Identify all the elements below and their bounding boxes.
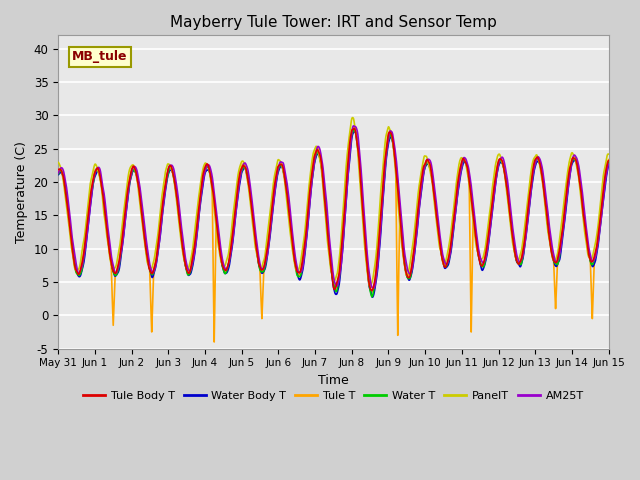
Legend: Tule Body T, Water Body T, Tule T, Water T, PanelT, AM25T: Tule Body T, Water Body T, Tule T, Water… xyxy=(79,387,588,406)
AM25T xyxy=(557,247,564,253)
PanelT xyxy=(54,159,62,165)
PanelT xyxy=(349,115,356,120)
Line: Water T: Water T xyxy=(58,129,609,297)
Line: Tule T: Tule T xyxy=(58,128,609,342)
Water T xyxy=(208,180,216,185)
Water Body T xyxy=(208,179,216,184)
Water T xyxy=(572,157,580,163)
Water T xyxy=(349,128,357,134)
Water T xyxy=(368,294,376,300)
Water Body T xyxy=(362,240,369,246)
Water Body T xyxy=(54,172,62,178)
Water T xyxy=(494,165,502,170)
PanelT xyxy=(362,251,369,257)
Tule T xyxy=(208,180,216,185)
Line: AM25T: AM25T xyxy=(58,126,609,288)
Tule Body T xyxy=(362,244,369,250)
Tule Body T xyxy=(349,127,357,132)
PanelT xyxy=(494,153,502,159)
PanelT xyxy=(572,158,580,164)
Tule Body T xyxy=(350,126,358,132)
PanelT xyxy=(605,151,612,157)
X-axis label: Time: Time xyxy=(318,374,349,387)
Tule T xyxy=(54,168,62,174)
PanelT xyxy=(208,184,216,190)
Tule Body T xyxy=(368,288,376,293)
AM25T xyxy=(370,285,378,291)
AM25T xyxy=(572,154,580,159)
Tule T xyxy=(605,157,612,163)
AM25T xyxy=(605,161,612,167)
Tule Body T xyxy=(605,158,612,164)
Tule Body T xyxy=(494,161,502,167)
AM25T xyxy=(350,123,358,129)
Water Body T xyxy=(349,130,357,136)
Tule T xyxy=(350,125,358,131)
Line: Tule Body T: Tule Body T xyxy=(58,129,609,290)
Water T xyxy=(362,240,369,246)
Tule T xyxy=(494,161,502,167)
PanelT xyxy=(557,229,564,235)
Text: MB_tule: MB_tule xyxy=(72,50,127,63)
Tule Body T xyxy=(572,157,580,163)
AM25T xyxy=(349,123,357,129)
Water Body T xyxy=(557,252,564,258)
Water T xyxy=(351,126,358,132)
Water T xyxy=(557,246,564,252)
Tule T xyxy=(572,156,580,162)
AM25T xyxy=(362,228,369,233)
Tule T xyxy=(557,241,564,247)
Tule Body T xyxy=(208,181,216,187)
Y-axis label: Temperature (C): Temperature (C) xyxy=(15,141,28,243)
Tule Body T xyxy=(54,167,62,172)
Water Body T xyxy=(605,163,612,168)
PanelT xyxy=(349,116,357,121)
Water Body T xyxy=(369,294,376,300)
Tule Body T xyxy=(557,240,564,246)
AM25T xyxy=(54,170,62,176)
Water Body T xyxy=(351,128,359,134)
Tule T xyxy=(362,246,369,252)
Water Body T xyxy=(572,158,580,164)
AM25T xyxy=(208,171,216,177)
AM25T xyxy=(494,166,502,172)
Tule T xyxy=(349,125,357,131)
PanelT xyxy=(366,284,374,289)
Tule T xyxy=(211,339,218,345)
Line: PanelT: PanelT xyxy=(58,118,609,287)
Title: Mayberry Tule Tower: IRT and Sensor Temp: Mayberry Tule Tower: IRT and Sensor Temp xyxy=(170,15,497,30)
Water T xyxy=(605,160,612,166)
Line: Water Body T: Water Body T xyxy=(58,131,609,297)
Water T xyxy=(54,171,62,177)
Water Body T xyxy=(494,167,502,173)
